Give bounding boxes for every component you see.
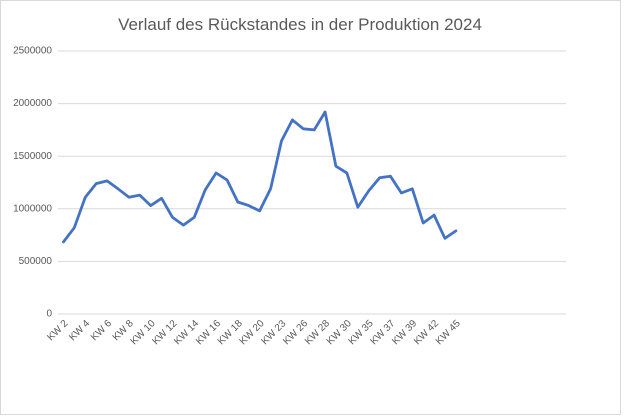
chart-title: Verlauf des Rückstandes in der Produktio… [118, 15, 482, 34]
line-series [62, 110, 458, 244]
y-tick-label: 2500000 [13, 46, 52, 57]
y-tick-label: 0 [46, 309, 52, 320]
y-tick-label: 1000000 [13, 203, 52, 214]
y-tick-label: 2000000 [13, 98, 52, 109]
y-tick-label: 1500000 [13, 151, 52, 162]
y-tick-label: 500000 [19, 256, 53, 267]
